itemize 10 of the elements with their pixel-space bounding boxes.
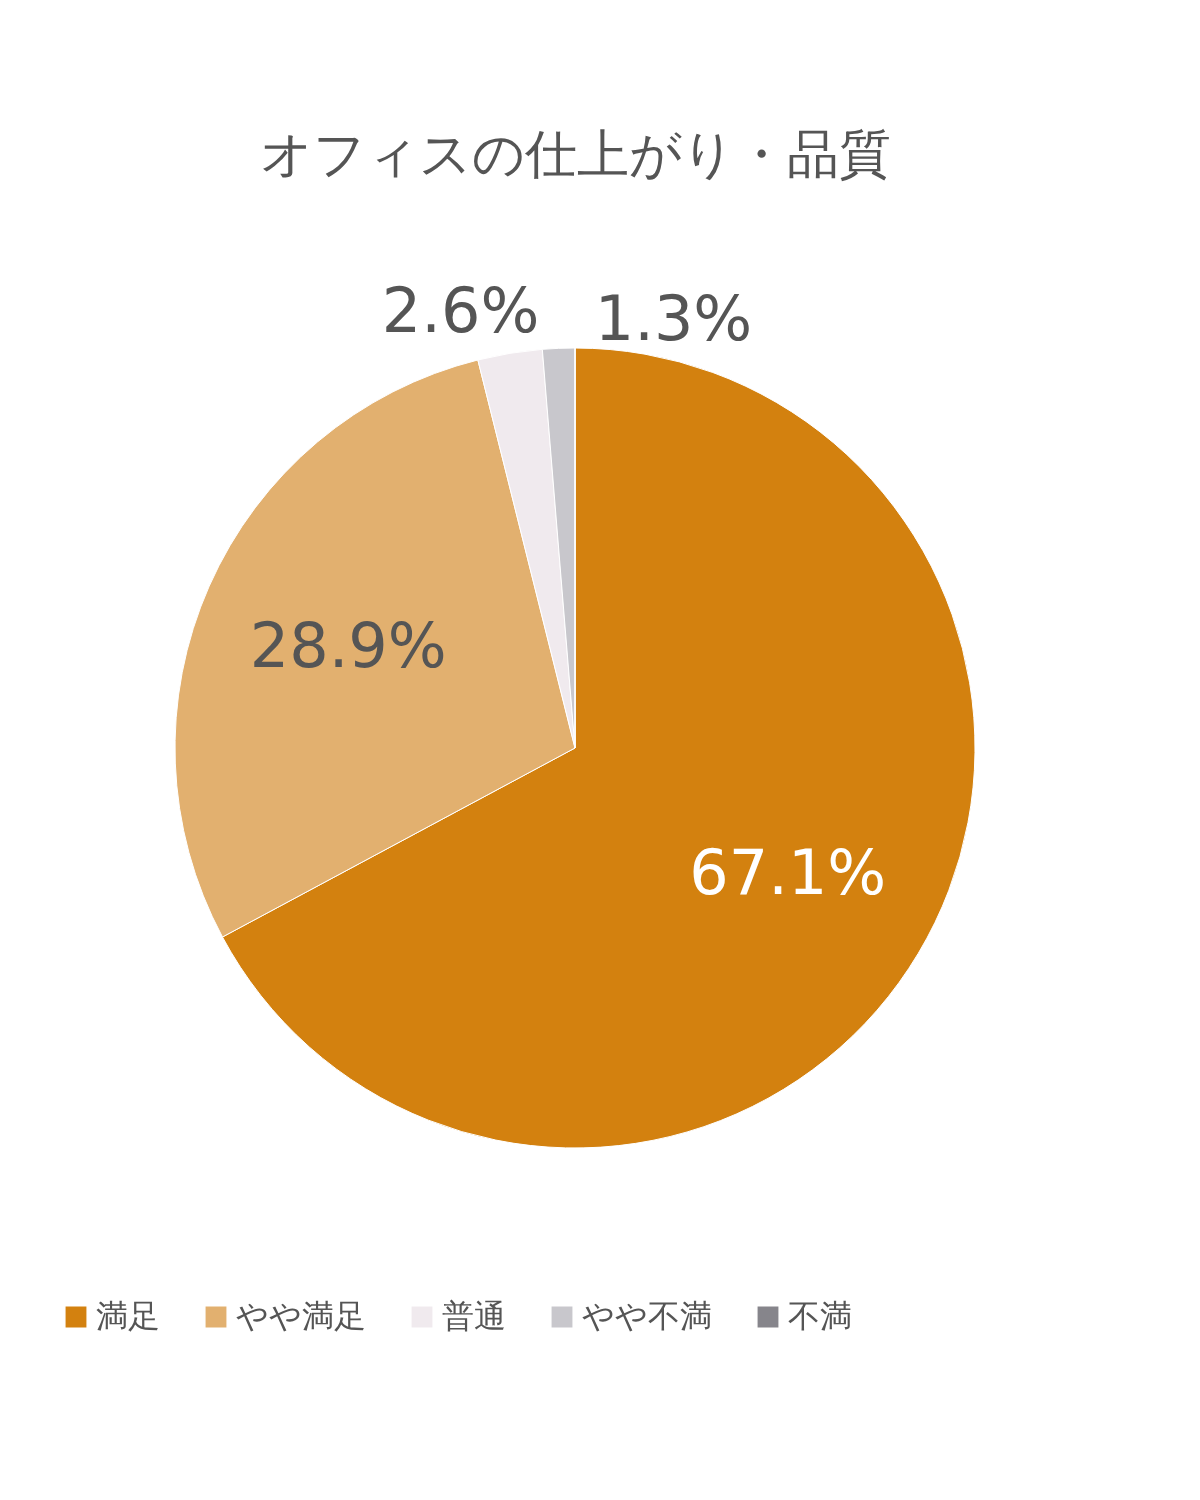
legend-label: 普通 xyxy=(442,1297,506,1335)
legend-label: 不満 xyxy=(788,1297,852,1335)
legend-label: やや不満 xyxy=(582,1297,712,1335)
data-label: 1.3% xyxy=(594,282,753,356)
legend-label: 満足 xyxy=(96,1297,160,1335)
data-label: 28.9% xyxy=(249,608,447,682)
data-label: 2.6% xyxy=(381,274,540,348)
chart-title: オフィスの仕上がり・品質 xyxy=(259,124,891,184)
legend-label: やや満足 xyxy=(236,1297,366,1335)
data-label: 67.1% xyxy=(689,836,887,910)
